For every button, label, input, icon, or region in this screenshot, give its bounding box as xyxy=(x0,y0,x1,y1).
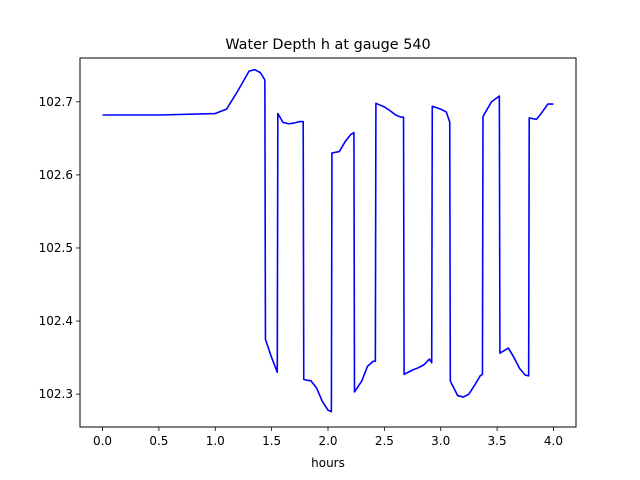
x-tick-label: 1.0 xyxy=(206,434,225,448)
x-tick-label: 4.0 xyxy=(544,434,563,448)
y-tick-label: 102.7 xyxy=(39,95,73,109)
x-tick-label: 3.0 xyxy=(431,434,450,448)
chart-title: Water Depth h at gauge 540 xyxy=(225,37,430,53)
x-tick-label: 1.5 xyxy=(262,434,281,448)
x-axis: 0.0 0.5 1.0 1.5 2.0 2.5 3.0 3.5 4.0 xyxy=(93,427,563,448)
plot-area-frame xyxy=(79,57,577,428)
x-tick-label: 2.5 xyxy=(375,434,394,448)
x-tick-label: 2.0 xyxy=(318,434,337,448)
y-tick-label: 102.5 xyxy=(39,241,73,255)
series-line-0 xyxy=(102,68,554,413)
y-tick-label: 102.3 xyxy=(39,387,73,401)
y-tick-label: 102.6 xyxy=(39,168,73,182)
series-layer xyxy=(102,68,554,413)
y-tick-label: 102.4 xyxy=(39,314,73,328)
x-tick-label: 0.5 xyxy=(149,434,168,448)
x-tick-label: 3.5 xyxy=(488,434,507,448)
x-axis-label: hours xyxy=(311,456,345,470)
y-axis: 102.3 102.4 102.5 102.6 102.7 xyxy=(39,95,80,401)
x-tick-label: 0.0 xyxy=(93,434,112,448)
